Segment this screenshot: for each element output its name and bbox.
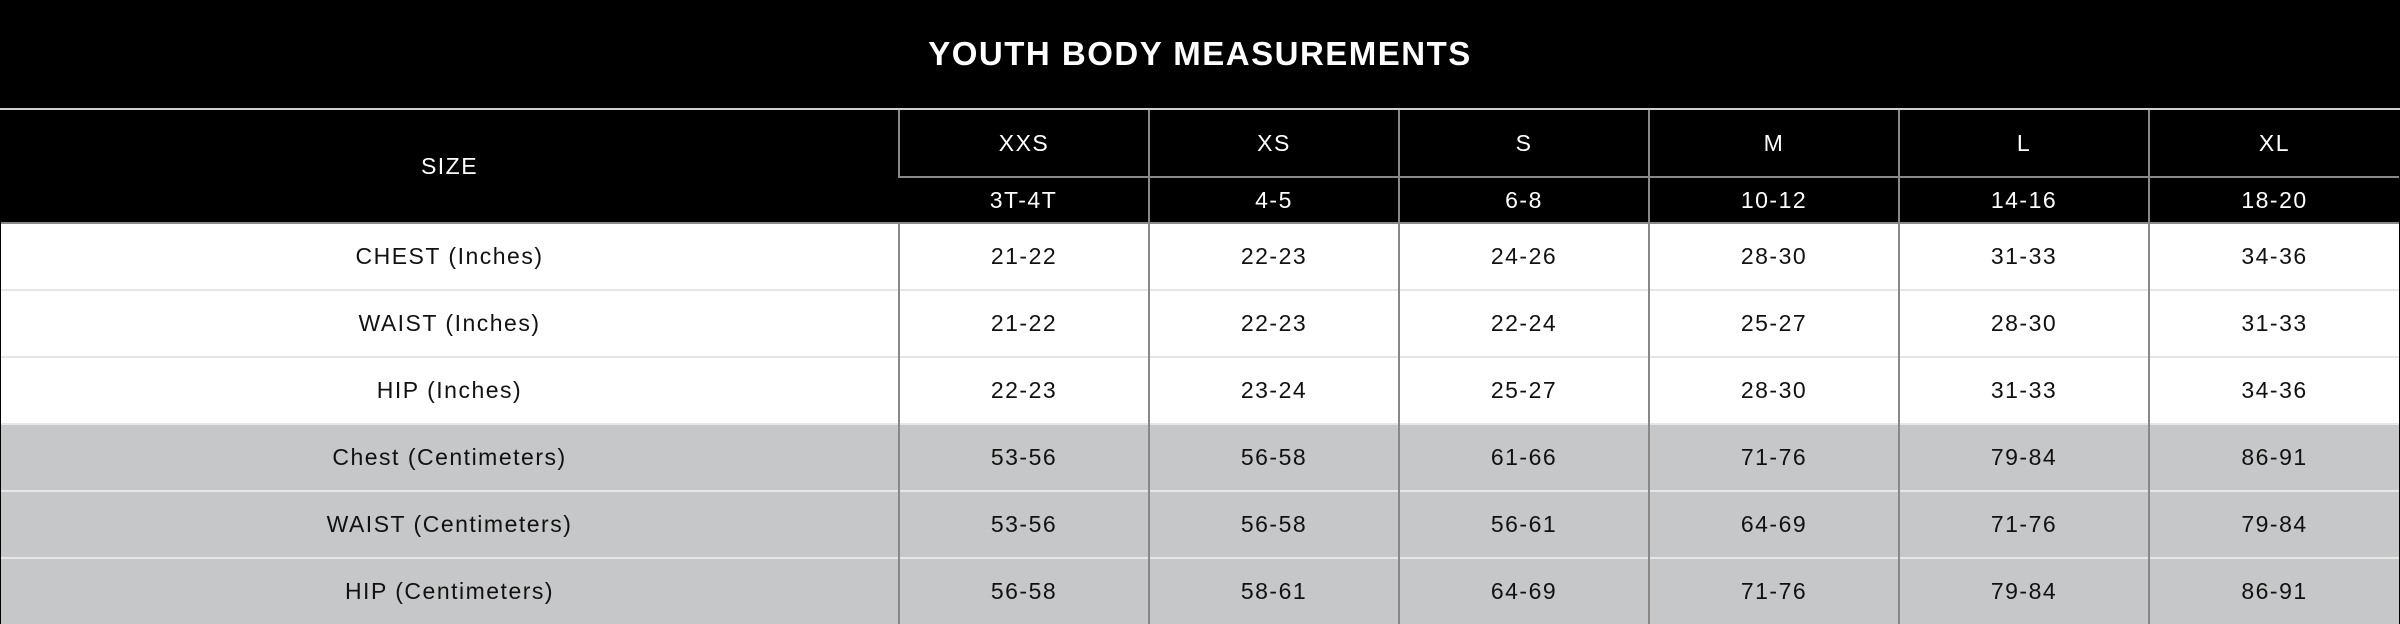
row-label: CHEST (Inches) <box>1 222 899 290</box>
measurement-cell: 22-24 <box>1398 289 1649 357</box>
measurement-cell: 28-30 <box>1648 356 1899 424</box>
measurement-cell: 53-56 <box>898 423 1149 491</box>
table-row: WAIST (Inches) 21-22 22-23 22-24 25-27 28-30 3… <box>1 289 2399 357</box>
measurement-cell: 79-84 <box>1898 423 2149 491</box>
measurement-cell: 31-33 <box>1898 222 2149 290</box>
measurement-cell: 34-36 <box>2148 222 2399 290</box>
measurement-cell: 71-76 <box>1898 490 2149 558</box>
measurement-cell: 86-91 <box>2148 557 2399 624</box>
size-header-xl: XL <box>2148 110 2399 178</box>
measurement-cell: 56-61 <box>1398 490 1649 558</box>
measurement-cell: 25-27 <box>1648 289 1899 357</box>
chart-title: YOUTH BODY MEASUREMENTS <box>0 0 2400 110</box>
row-label: HIP (Centimeters) <box>1 557 899 624</box>
size-header: SIZE <box>1 110 899 223</box>
measurement-cell: 56-58 <box>1148 490 1399 558</box>
table-row: Chest (Centimeters) 53-56 56-58 61-66 71-76 7… <box>1 423 2399 491</box>
measurement-cell: 79-84 <box>1898 557 2149 624</box>
measurement-cell: 79-84 <box>2148 490 2399 558</box>
measurement-cell: 23-24 <box>1148 356 1399 424</box>
measurement-cell: 31-33 <box>2148 289 2399 357</box>
age-header: 4-5 <box>1148 177 1399 223</box>
measurement-cell: 24-26 <box>1398 222 1649 290</box>
measurement-cell: 25-27 <box>1398 356 1649 424</box>
measurement-cell: 56-58 <box>898 557 1149 624</box>
row-label: WAIST (Centimeters) <box>1 490 899 558</box>
size-header-s: S <box>1398 110 1649 178</box>
measurement-cell: 86-91 <box>2148 423 2399 491</box>
row-label: WAIST (Inches) <box>1 289 899 357</box>
age-header: 14-16 <box>1898 177 2149 223</box>
measurement-cell: 61-66 <box>1398 423 1649 491</box>
size-chart-table: SIZE XXS XS S M L XL 3T-4T 4-5 6-8 10-12 14-16 18-… <box>1 110 2399 624</box>
age-header: 10-12 <box>1648 177 1899 223</box>
measurement-cell: 64-69 <box>1398 557 1649 624</box>
measurement-cell: 22-23 <box>1148 289 1399 357</box>
measurement-cell: 28-30 <box>1898 289 2149 357</box>
measurement-cell: 58-61 <box>1148 557 1399 624</box>
measurement-cell: 21-22 <box>898 289 1149 357</box>
measurement-cell: 22-23 <box>1148 222 1399 290</box>
size-header-xs: XS <box>1148 110 1399 178</box>
table-row: HIP (Centimeters) 56-58 58-61 64-69 71-76 79-… <box>1 557 2399 624</box>
measurement-cell: 56-58 <box>1148 423 1399 491</box>
row-label: HIP (Inches) <box>1 356 899 424</box>
measurement-cell: 28-30 <box>1648 222 1899 290</box>
measurement-cell: 22-23 <box>898 356 1149 424</box>
row-label: Chest (Centimeters) <box>1 423 899 491</box>
age-header: 3T-4T <box>899 177 1149 223</box>
table-row: HIP (Inches) 22-23 23-24 25-27 28-30 31-33 34-… <box>1 356 2399 424</box>
measurement-cell: 31-33 <box>1898 356 2149 424</box>
age-header: 18-20 <box>2148 177 2399 223</box>
table-row: CHEST (Inches) 21-22 22-23 24-26 28-30 31-33 3… <box>1 222 2399 290</box>
size-header-xxs: XXS <box>898 110 1149 178</box>
measurement-cell: 64-69 <box>1648 490 1899 558</box>
size-header-l: L <box>1898 110 2149 178</box>
measurement-cell: 71-76 <box>1648 557 1899 624</box>
table-row: WAIST (Centimeters) 53-56 56-58 56-61 64-69 7… <box>1 490 2399 558</box>
measurement-cell: 21-22 <box>898 222 1149 290</box>
age-header: 6-8 <box>1398 177 1649 223</box>
measurement-cell: 53-56 <box>898 490 1149 558</box>
size-header-m: M <box>1648 110 1899 178</box>
measurement-cell: 71-76 <box>1648 423 1899 491</box>
measurement-cell: 34-36 <box>2148 356 2399 424</box>
